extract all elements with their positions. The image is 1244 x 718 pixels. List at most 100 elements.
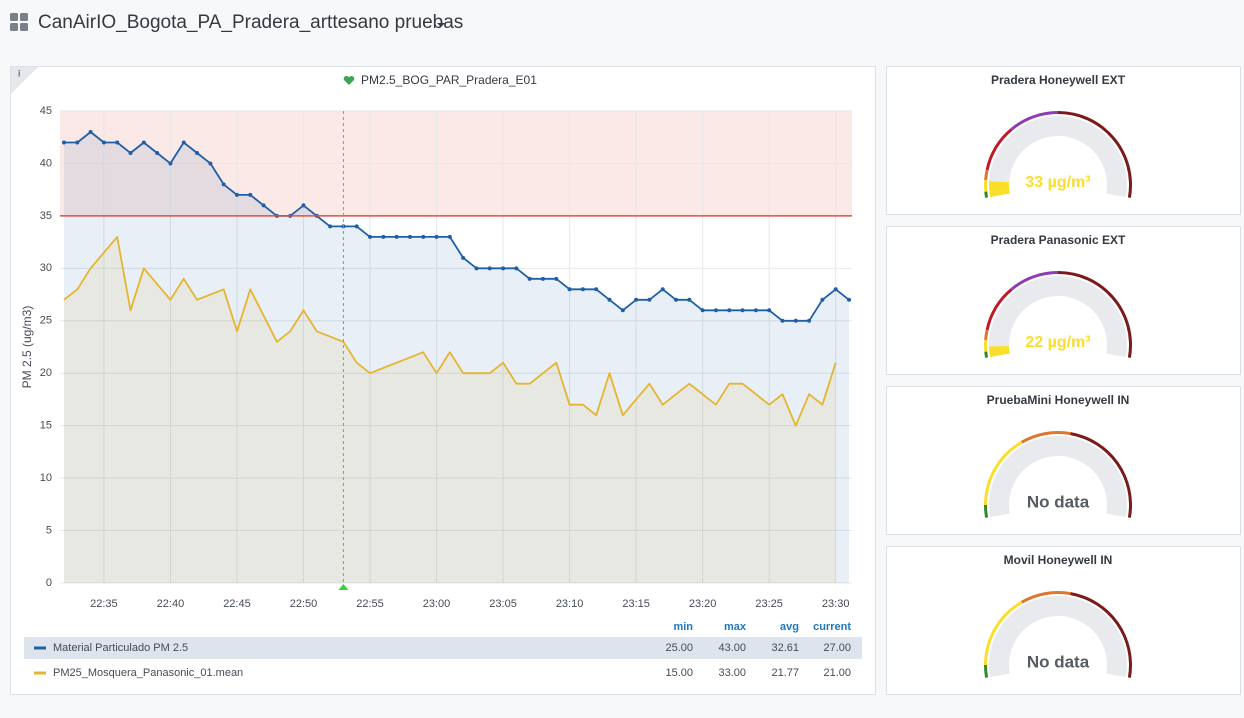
gauge-threshold-band [984, 505, 989, 518]
data-point [128, 150, 133, 155]
legend-stat: 33.00 [718, 667, 746, 679]
legend-series-name: PM25_Mosquera_Panasonic_01.mean [53, 667, 243, 679]
y-tick-label: 45 [40, 105, 52, 117]
data-point [421, 234, 426, 239]
legend-stat: 21.77 [771, 667, 799, 679]
x-tick-label: 23:05 [489, 598, 517, 610]
data-point [75, 140, 80, 145]
x-tick-label: 23:00 [423, 598, 451, 610]
y-tick-label: 0 [46, 577, 52, 589]
data-point [168, 161, 173, 166]
gauge-threshold-band [983, 179, 988, 192]
gauge-panel [886, 546, 1241, 695]
legend-column-header: min [673, 621, 693, 633]
series-area [64, 132, 849, 583]
data-point [407, 234, 412, 239]
icon-square [10, 13, 18, 21]
gauge-threshold-band [984, 600, 1023, 665]
gauge-value: 22 µg/m³ [1025, 334, 1090, 351]
data-point [540, 276, 545, 281]
gauge-threshold-band [984, 329, 989, 341]
gauge-threshold-band [984, 440, 1023, 505]
gauge-threshold-band [984, 191, 989, 198]
data-point [101, 140, 106, 145]
info-corner[interactable] [11, 67, 38, 94]
gauge-track [989, 596, 1128, 677]
data-point [713, 308, 718, 313]
data-point [301, 203, 306, 208]
data-point [155, 150, 160, 155]
dashboard-title[interactable]: CanAirIO_Bogota_PA_Pradera_arttesano pru… [38, 12, 463, 33]
info-icon[interactable]: i [18, 68, 21, 78]
data-point [115, 140, 120, 145]
legend-stat: 25.00 [665, 642, 693, 654]
data-point [647, 297, 652, 302]
dashboard-icon[interactable] [10, 13, 28, 31]
y-tick-label: 20 [40, 367, 52, 379]
gauge-threshold-band [1010, 271, 1058, 291]
data-point [594, 287, 599, 292]
data-point [381, 234, 386, 239]
data-point [221, 182, 226, 187]
icon-square [10, 23, 18, 31]
x-tick-label: 23:30 [822, 598, 850, 610]
y-axis-label: PM 2.5 (ug/m3) [20, 306, 34, 389]
series-area [64, 236, 836, 583]
gauge-panel [886, 386, 1241, 535]
data-point [687, 297, 692, 302]
data-point [527, 276, 532, 281]
graph-panel [10, 66, 876, 695]
gauge-panel [886, 226, 1241, 375]
data-point [88, 129, 93, 134]
gauge-threshold-band [984, 351, 989, 358]
data-point [620, 308, 625, 313]
gauge-threshold-band [1010, 111, 1058, 131]
data-point [461, 255, 466, 260]
data-point [514, 266, 519, 271]
x-tick-label: 22:40 [157, 598, 185, 610]
y-tick-label: 35 [40, 210, 52, 222]
gauge-threshold-band [1021, 431, 1071, 444]
data-point [328, 224, 333, 229]
gauge-threshold-band [984, 665, 989, 678]
data-point [607, 297, 612, 302]
gauge-track [989, 276, 1128, 357]
gauge-track [989, 116, 1128, 197]
data-point [793, 318, 798, 323]
gauge-title: Pradera Panasonic EXT [991, 233, 1126, 247]
gauge-no-data: No data [1027, 492, 1090, 511]
y-tick-label: 30 [40, 262, 52, 274]
dropdown-caret[interactable] [437, 23, 445, 27]
panel-title: PM2.5_BOG_PAR_Pradera_E01 [361, 73, 537, 87]
gauge-threshold-band [985, 288, 1013, 331]
series-line [63, 236, 837, 427]
data-point [674, 297, 679, 302]
x-tick-label: 23:20 [689, 598, 717, 610]
data-point [394, 234, 399, 239]
gauge-title: Movil Honeywell IN [1004, 553, 1113, 567]
x-tick-label: 23:10 [556, 598, 584, 610]
data-point [354, 224, 359, 229]
legend-stat: 15.00 [665, 667, 693, 679]
gauge-threshold-band [983, 339, 988, 352]
data-point [700, 308, 705, 313]
data-point [181, 140, 186, 145]
data-point [847, 297, 851, 302]
data-point [447, 234, 452, 239]
gauge-value-fill [989, 346, 1010, 357]
icon-square [20, 13, 28, 21]
gauge-panel [886, 66, 1241, 215]
gauge-threshold-band [985, 128, 1013, 171]
data-point [660, 287, 665, 292]
data-point [780, 318, 785, 323]
gauge-value-fill [988, 181, 1010, 197]
legend-column-header: current [813, 621, 851, 633]
data-point [833, 287, 838, 292]
gauge-no-data: No data [1027, 652, 1090, 671]
x-tick-label: 22:45 [223, 598, 251, 610]
gauge-title: PruebaMini Honeywell IN [987, 393, 1130, 407]
series-line [64, 131, 850, 322]
x-tick-label: 22:55 [356, 598, 384, 610]
data-point [767, 308, 772, 313]
